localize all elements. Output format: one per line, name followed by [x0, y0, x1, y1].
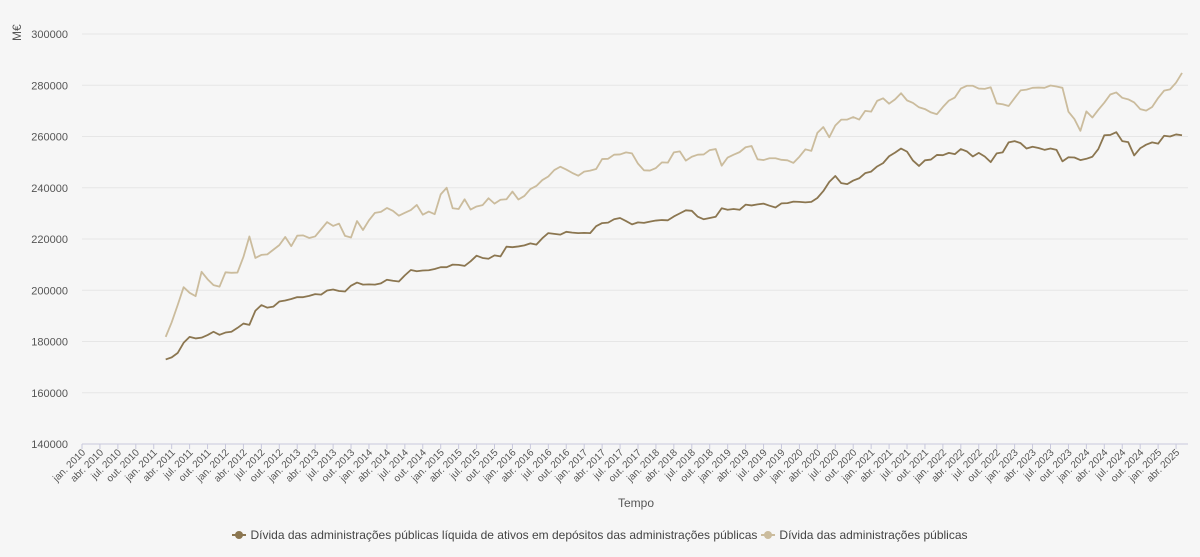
x-axis-title: Tempo — [618, 496, 654, 510]
legend: Dívida das administrações públicas líqui… — [0, 525, 1200, 545]
y-tick-label: 180000 — [31, 337, 68, 349]
legend-label: Dívida das administrações públicas — [779, 528, 968, 542]
y-tick-label: 140000 — [31, 439, 68, 451]
y-tick-label: 220000 — [31, 234, 68, 246]
legend-label: Dívida das administrações públicas líqui… — [250, 528, 758, 542]
grid-layer — [82, 33, 1188, 445]
y-axis-title: M€ — [10, 24, 24, 41]
y-tick-label: 160000 — [31, 388, 68, 400]
y-tick-label: 200000 — [31, 285, 68, 297]
legend-swatch-icon — [761, 530, 776, 540]
y-tick-label: 260000 — [31, 132, 68, 144]
legend-item[interactable]: Dívida das administrações públicas — [761, 528, 968, 542]
series-line[interactable] — [164, 72, 1183, 338]
y-tick-label: 280000 — [31, 80, 68, 92]
series-layer — [164, 72, 1183, 361]
y-axis-ticks: 140000 160000 180000 200000 220000 240000 2600… — [31, 29, 68, 451]
legend-item[interactable]: Dívida das administrações públicas líqui… — [232, 528, 757, 542]
legend-swatch-icon — [232, 530, 247, 540]
series-line[interactable] — [165, 131, 1183, 361]
y-tick-label: 300000 — [31, 29, 68, 41]
line-chart: 140000 160000 180000 200000 220000 240000 2600… — [10, 24, 1188, 510]
y-tick-label: 240000 — [31, 183, 68, 195]
